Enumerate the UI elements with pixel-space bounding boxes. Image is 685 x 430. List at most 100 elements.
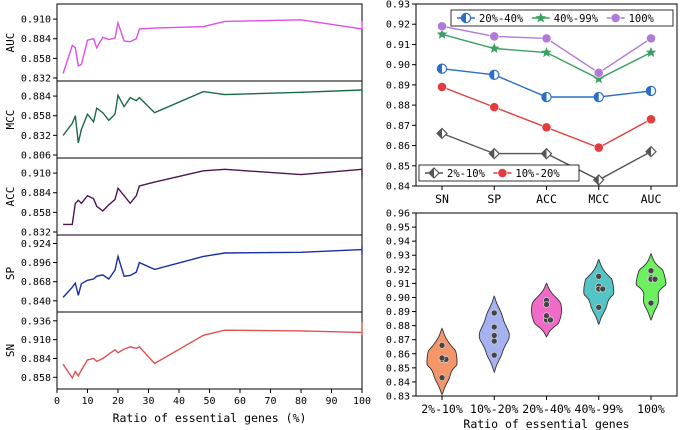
circle-marker: [610, 13, 621, 23]
y-tick-label: 0.86: [386, 349, 410, 360]
diamond-half: [593, 174, 599, 185]
y-tick-label: 0.832: [21, 131, 51, 142]
circle-half: [646, 86, 652, 96]
circle-shape: [489, 102, 500, 113]
series-line-auc: [62, 19, 363, 74]
star-marker: [488, 42, 500, 53]
diamond-half: [541, 148, 547, 159]
y-tick-label: 0.858: [21, 373, 51, 384]
y-tick-label: 0.832: [21, 228, 51, 239]
circle-shape: [541, 33, 552, 44]
y-tick-label: 0.92: [386, 265, 410, 276]
circle-marker: [541, 33, 552, 44]
star-shape: [535, 12, 547, 23]
y-tick-label: 0.90: [386, 60, 410, 71]
legend-label: 40%-99%: [554, 13, 599, 25]
circle-shape: [593, 142, 604, 153]
y-tick-label: 0.868: [21, 277, 51, 288]
circle-shape: [610, 13, 621, 23]
circle-half: [489, 70, 495, 80]
violin-point: [543, 312, 550, 320]
x-category-label: ACC: [536, 192, 557, 206]
series-line-sn: [62, 329, 363, 380]
circle-marker: [489, 102, 500, 113]
violin-point: [599, 285, 607, 293]
y-tick-label: 0.83: [386, 392, 410, 403]
y-tick-label: 0.936: [21, 316, 51, 327]
panel-frame-acc: [56, 157, 363, 236]
violin-point: [490, 351, 498, 359]
x-category-label: 2%-10%: [421, 402, 463, 416]
y-tick-label: 0.89: [386, 307, 410, 318]
star-marker: [436, 28, 448, 39]
star-marker: [535, 12, 547, 23]
violin-point: [438, 342, 446, 349]
diamond-marker: [488, 147, 501, 160]
circle-marker: [489, 31, 500, 42]
x-tick-label: 40: [173, 396, 185, 407]
circle-shape: [593, 67, 604, 78]
circle-marker: [646, 114, 656, 125]
star-shape: [593, 73, 605, 84]
y-tick-label: 0.806: [21, 151, 51, 162]
violin-point: [438, 354, 446, 362]
legend-label: 2%-10%: [447, 168, 486, 180]
diamond-marker: [540, 147, 553, 160]
star-shape: [488, 42, 500, 53]
x-tick-label: 30: [142, 396, 154, 407]
circle-marker: [437, 21, 447, 32]
violin-point: [547, 316, 554, 324]
x-category-label: MCC: [588, 192, 609, 206]
circle-half: [594, 92, 599, 102]
y-tick-label: 0.884: [21, 188, 51, 199]
y-tick-label: 0.91: [386, 279, 410, 290]
y-tick-label: 0.884: [21, 34, 51, 45]
y-tick-label: 0.91: [386, 40, 410, 51]
y-tick-label: 0.896: [21, 258, 51, 269]
violin-point: [543, 301, 550, 308]
violin-20%-40%: [531, 282, 562, 338]
x-tick-label: 70: [264, 396, 276, 407]
star-marker: [593, 73, 605, 84]
y-tick-label: 0.858: [21, 208, 51, 219]
x-tick-label: 50: [203, 396, 215, 407]
diamond-marker: [436, 127, 448, 140]
half-circle-marker: [645, 85, 657, 97]
violin-point: [490, 309, 498, 317]
circle-marker: [646, 33, 656, 44]
x-category-label: SP: [487, 192, 501, 206]
y-tick-label: 0.87: [386, 121, 410, 132]
x-category-label: AUC: [641, 192, 662, 206]
y-tick-label: 0.85: [386, 161, 410, 172]
diamond-marker: [428, 167, 440, 179]
x-tick-label: 90: [325, 396, 337, 407]
y-tick-label: 0.93: [386, 0, 410, 11]
half-circle-marker: [489, 69, 500, 80]
diamond-marker: [592, 174, 605, 186]
x-category-label: 10%-20%: [470, 402, 519, 416]
circle-marker: [593, 142, 604, 153]
legend-label: 20%-40%: [479, 13, 524, 25]
violin-point: [490, 323, 498, 331]
legend-label: 10%-20%: [515, 168, 560, 180]
x-category-label: SN: [435, 192, 449, 206]
star-shape: [645, 46, 657, 58]
diamond-half: [489, 148, 495, 159]
x-category-label: 100%: [637, 402, 665, 416]
circle-marker: [437, 82, 447, 92]
y-tick-label: 0.910: [21, 169, 51, 180]
violin-point: [647, 267, 655, 275]
y-tick-label: 0.87: [386, 335, 410, 346]
circle-marker: [541, 122, 552, 133]
y-tick-label: 0.832: [21, 74, 51, 85]
x-tick-label: 60: [234, 396, 246, 407]
violin-point: [595, 273, 603, 280]
half-circle-marker: [541, 91, 552, 103]
violin-point: [651, 275, 659, 283]
violin-point: [438, 374, 446, 382]
legend-label: 100%: [629, 13, 655, 25]
circle-shape: [437, 21, 447, 32]
y-tick-label: 0.858: [21, 54, 51, 65]
y-axis-label-sn: SN: [4, 344, 17, 357]
star-marker: [645, 46, 657, 58]
